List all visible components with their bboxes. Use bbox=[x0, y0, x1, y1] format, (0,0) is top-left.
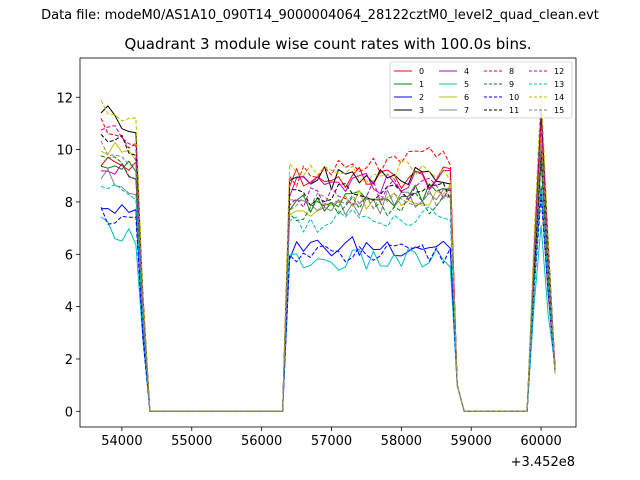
legend-label-6: 6 bbox=[464, 93, 469, 102]
series-line-4 bbox=[100, 156, 556, 412]
y-tick-label: 0 bbox=[65, 405, 73, 420]
series-line-15 bbox=[100, 140, 556, 412]
y-tick-label: 10 bbox=[56, 144, 73, 159]
legend-box bbox=[389, 61, 573, 119]
x-tick-label: 56000 bbox=[241, 434, 282, 449]
legend-label-8: 8 bbox=[509, 67, 514, 76]
series-line-8 bbox=[100, 118, 556, 412]
y-tick-label: 8 bbox=[65, 196, 73, 211]
legend-label-12: 12 bbox=[554, 67, 564, 76]
series-layer bbox=[100, 88, 556, 412]
legend-label-15: 15 bbox=[554, 106, 564, 115]
legend-label-14: 14 bbox=[554, 93, 564, 102]
x-tick-label: 59000 bbox=[451, 434, 492, 449]
legend-label-10: 10 bbox=[509, 93, 519, 102]
x-tick-label: 60000 bbox=[520, 434, 561, 449]
legend-label-11: 11 bbox=[509, 106, 519, 115]
series-line-1 bbox=[100, 149, 556, 412]
legend-label-4: 4 bbox=[464, 67, 469, 76]
series-line-11 bbox=[100, 133, 556, 412]
legend-label-3: 3 bbox=[419, 106, 424, 115]
y-tick-label: 4 bbox=[65, 301, 73, 316]
x-tick-label: 57000 bbox=[311, 434, 352, 449]
x-axis-offset-label: +3.452e8 bbox=[511, 455, 575, 470]
legend-label-9: 9 bbox=[509, 80, 514, 89]
series-line-5 bbox=[100, 216, 556, 412]
y-tick-label: 12 bbox=[56, 91, 73, 106]
legend-label-2: 2 bbox=[419, 93, 424, 102]
x-tick-label: 55000 bbox=[171, 434, 212, 449]
chart-title: Quadrant 3 module wise count rates with … bbox=[124, 35, 531, 53]
series-line-2 bbox=[100, 185, 556, 412]
series-line-6 bbox=[100, 133, 556, 412]
series-line-12 bbox=[100, 117, 556, 412]
series-line-9 bbox=[100, 155, 556, 412]
legend-label-5: 5 bbox=[464, 80, 469, 89]
y-tick-label: 2 bbox=[65, 353, 73, 368]
legend-label-13: 13 bbox=[554, 80, 564, 89]
series-line-10 bbox=[100, 196, 556, 412]
legend-label-7: 7 bbox=[464, 106, 469, 115]
series-line-0 bbox=[100, 156, 556, 412]
y-axis: 0 2 4 6 8 10 12 bbox=[56, 91, 80, 420]
series-line-13 bbox=[100, 183, 556, 412]
x-tick-label: 54000 bbox=[101, 434, 142, 449]
x-axis: 54000 55000 56000 57000 58000 59000 60000 bbox=[101, 427, 562, 449]
series-line-3 bbox=[100, 105, 556, 412]
legend-label-0: 0 bbox=[419, 67, 424, 76]
y-tick-label: 6 bbox=[65, 248, 73, 263]
plot-frame bbox=[79, 57, 577, 428]
chart-suptitle: Data file: modeM0/AS1A10_090T14_90000040… bbox=[41, 8, 599, 23]
legend-label-1: 1 bbox=[419, 80, 424, 89]
series-line-14 bbox=[100, 88, 556, 412]
x-tick-label: 58000 bbox=[381, 434, 422, 449]
